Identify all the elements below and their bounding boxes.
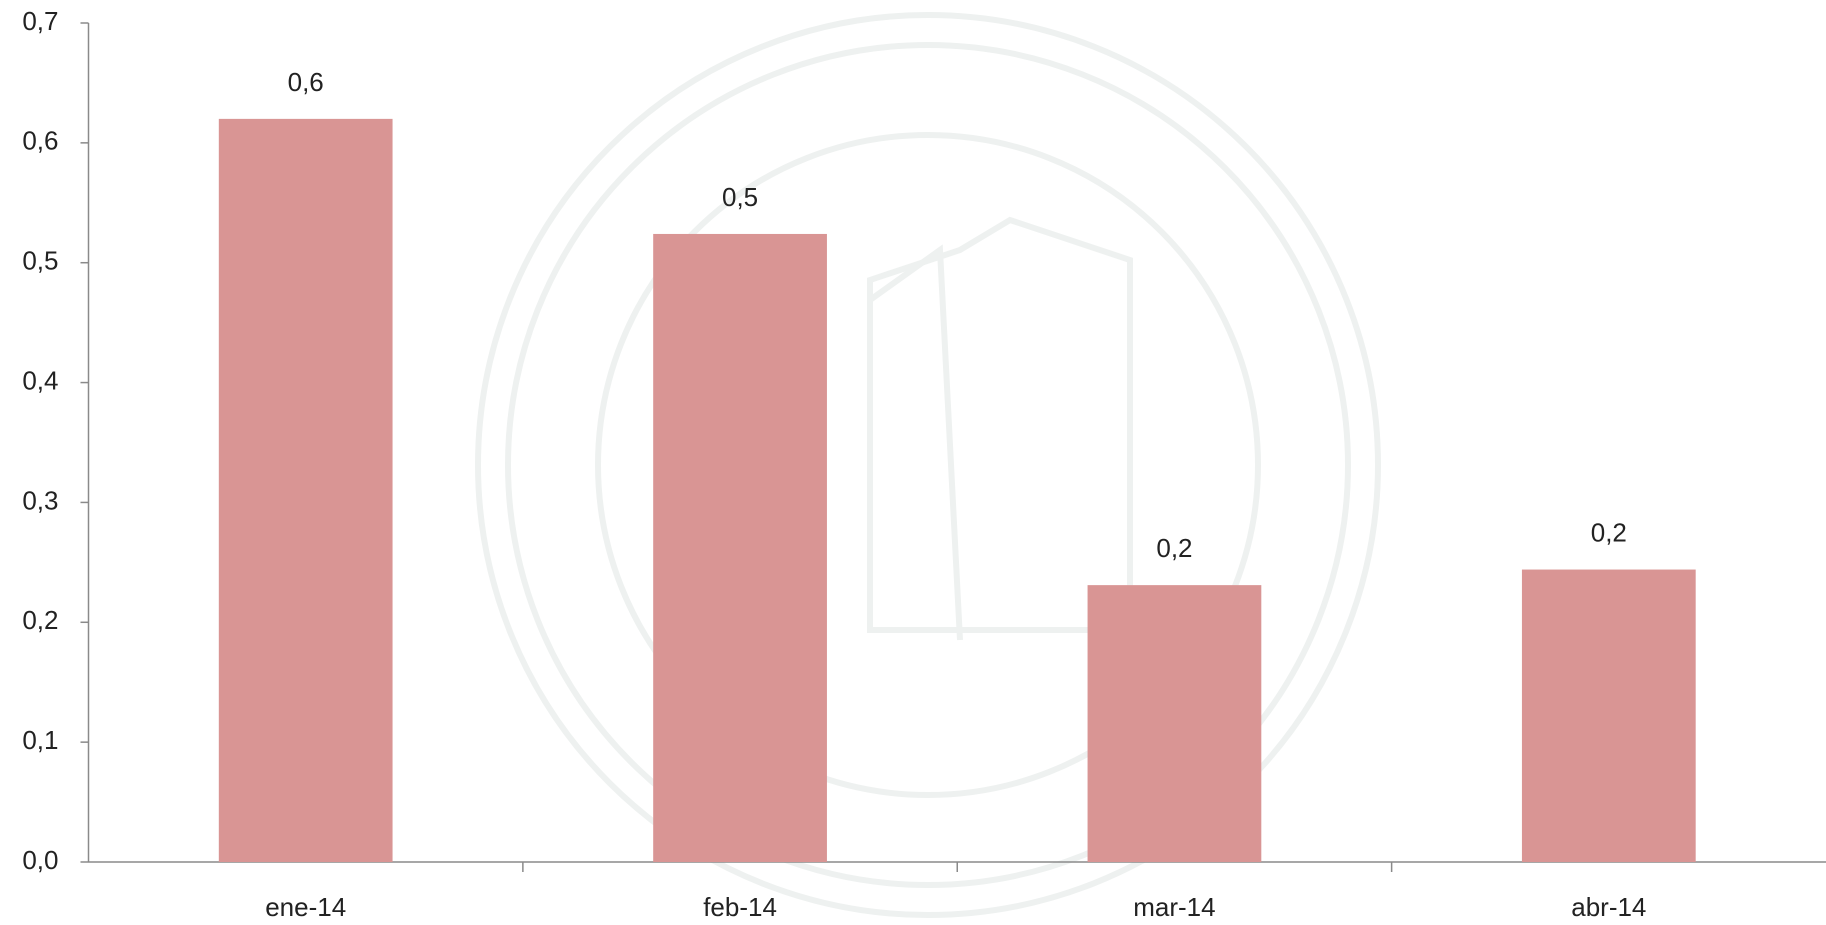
- value-label: 0,2: [1156, 533, 1192, 563]
- y-tick-label: 0,4: [22, 365, 58, 395]
- x-tick-label: abr-14: [1571, 892, 1646, 922]
- x-tick-label: feb-14: [703, 892, 777, 922]
- y-tick-label: 0,6: [22, 126, 58, 156]
- y-tick-label: 0,2: [22, 605, 58, 635]
- y-tick-label: 0,5: [22, 246, 58, 276]
- y-tick-label: 0,3: [22, 485, 58, 515]
- y-tick-label: 0,7: [22, 6, 58, 36]
- bar: [1521, 569, 1696, 862]
- x-tick-label: mar-14: [1133, 892, 1215, 922]
- y-tick-label: 0,1: [22, 725, 58, 755]
- bar: [218, 118, 393, 862]
- bar: [653, 233, 827, 862]
- value-label: 0,2: [1591, 517, 1627, 547]
- y-tick-label: 0,0: [22, 845, 58, 875]
- value-label: 0,6: [288, 67, 324, 97]
- value-label: 0,5: [722, 182, 758, 212]
- x-tick-label: ene-14: [265, 892, 346, 922]
- watermark: [475, 12, 1381, 918]
- bar: [1087, 585, 1262, 862]
